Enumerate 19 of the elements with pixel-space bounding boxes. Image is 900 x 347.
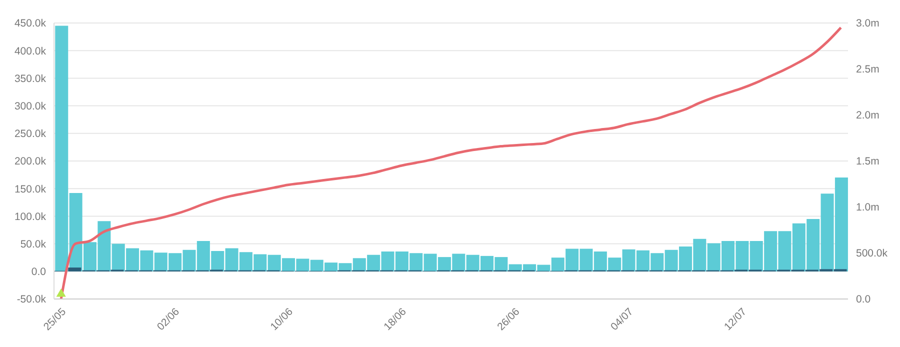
y-tick-label: 300.0k (14, 100, 47, 113)
y-tick-label: 400.0k (14, 45, 47, 58)
y2-tick-label: 2.0m (856, 110, 880, 122)
y2-tick-label: 2.5m (856, 64, 880, 76)
y-tick-label: 450.0k (14, 18, 47, 30)
y2-tick-label: 1.5m (856, 156, 880, 168)
line-series (60, 26, 842, 299)
y-tick-label: 100.0k (14, 210, 47, 223)
y-tick-label: 150.0k (14, 183, 47, 196)
y-tick-label: 50.0k (20, 238, 47, 251)
y2-tick-label: 3.0m (856, 18, 880, 30)
y2-tick-label: 0.0 (856, 294, 871, 306)
y-tick-label: 200.0k (14, 156, 47, 168)
y-tick-label: 0.0 (31, 266, 46, 278)
y2-tick-label: 500.0k (856, 248, 888, 260)
y-tick-label: -50.0k (16, 294, 47, 306)
y-tick-label: 350.0k (14, 72, 47, 85)
y2-tick-label: 1.0m (856, 202, 880, 214)
y-tick-label: 250.0k (14, 128, 47, 140)
